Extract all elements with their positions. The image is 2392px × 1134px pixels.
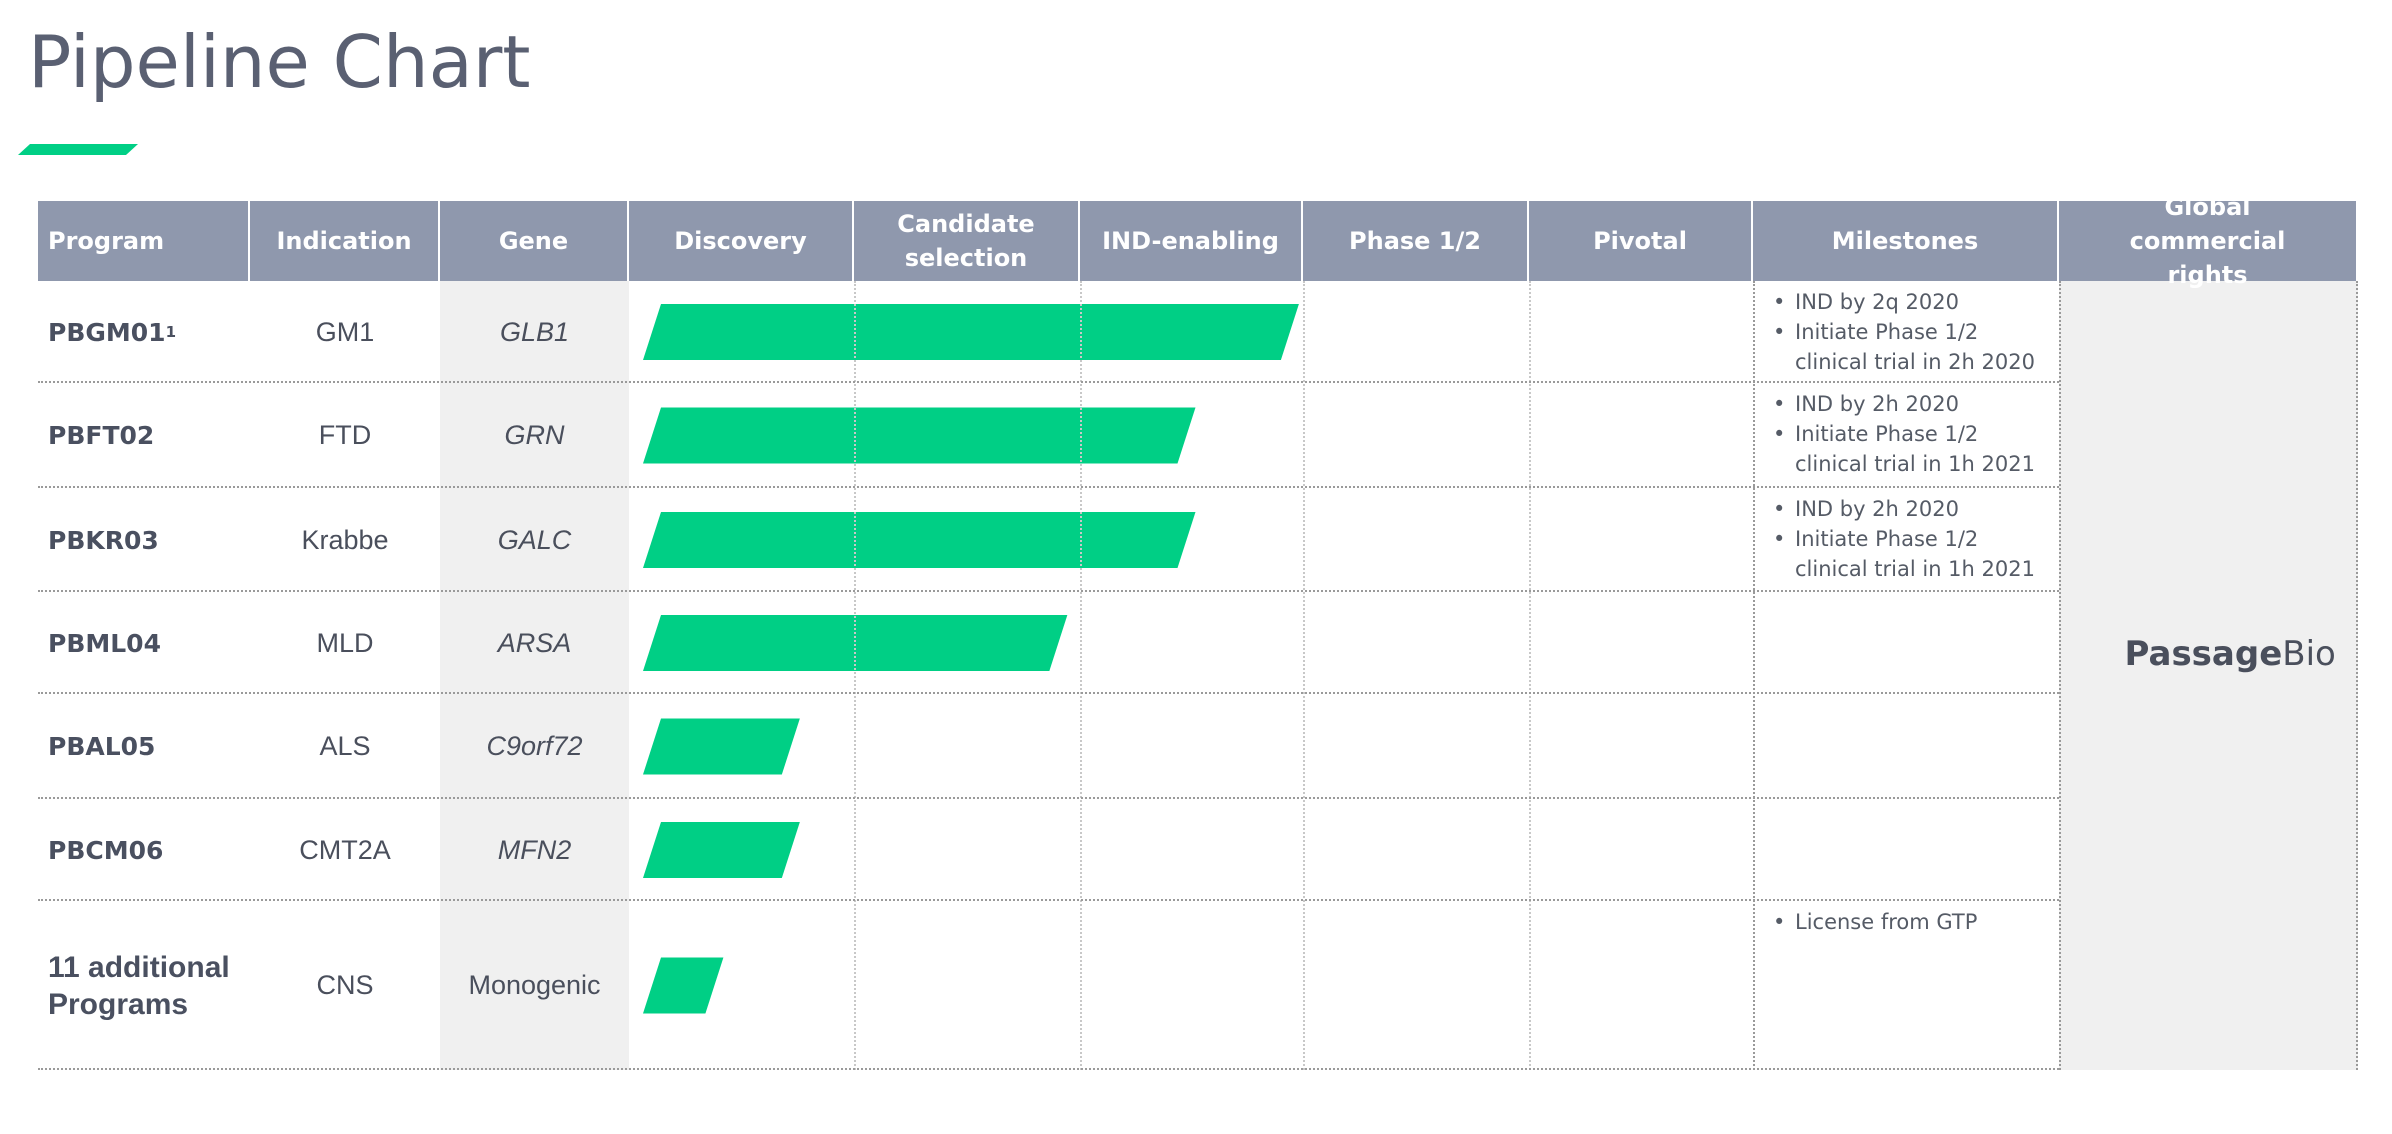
column-divider <box>1529 281 1531 1070</box>
gene: MFN2 <box>497 834 572 865</box>
indication: FTD <box>318 420 372 450</box>
row-divider <box>38 901 2059 1070</box>
milestones: IND by 2h 2020Initiate Phase 1/2 clinica… <box>1753 488 2059 592</box>
program-label: PBML04 <box>48 628 161 658</box>
column-header: Discovery <box>629 201 854 281</box>
program-name: PBCM06 <box>38 799 250 901</box>
indication: Krabbe <box>301 524 389 555</box>
milestone-item: IND by 2h 2020 <box>1763 494 2055 524</box>
progress-bar <box>643 512 1196 568</box>
milestones <box>1753 694 2059 799</box>
column-header: Phase 1/2 <box>1303 201 1529 281</box>
column-header: Program <box>38 201 250 281</box>
rights-column-bg <box>2059 281 2358 1070</box>
progress-bar <box>643 407 1196 464</box>
indication: ALS <box>319 731 371 761</box>
row-divider <box>38 592 2059 694</box>
column-header: Indication <box>250 201 440 281</box>
column-header: Milestones <box>1753 201 2059 281</box>
program-name: PBFT02 <box>38 383 250 488</box>
column-header: Gene <box>440 201 629 281</box>
program-label: PBCM06 <box>48 835 164 865</box>
row-divider <box>38 488 2059 592</box>
program-label: 11 additional Programs <box>48 950 230 1021</box>
gene: GLB1 <box>499 316 570 347</box>
program-label: PBAL05 <box>48 732 156 761</box>
milestones: License from GTP <box>1753 901 2059 1070</box>
row-divider <box>38 799 2059 901</box>
milestone-item: IND by 2h 2020 <box>1763 389 2055 419</box>
footnote: 1 <box>165 323 177 341</box>
program-name: PBGM01 1 <box>38 281 250 383</box>
column-header: IND-enabling <box>1080 201 1303 281</box>
column-header: Pivotal <box>1529 201 1753 281</box>
program-name: PBKR03 <box>38 488 250 592</box>
milestones <box>1753 799 2059 901</box>
milestones: IND by 2h 2020Initiate Phase 1/2 clinica… <box>1753 383 2059 488</box>
gene-column-bg <box>440 281 629 1070</box>
column-header: Candidate selection <box>854 201 1080 281</box>
row-divider <box>38 694 2059 799</box>
page-title: Pipeline Chart <box>28 20 531 104</box>
column-divider <box>1303 281 1305 1070</box>
title-underline <box>18 144 138 155</box>
program-label: PBFT02 <box>48 421 155 450</box>
column-divider <box>854 281 856 1070</box>
gene: Monogenic <box>468 970 601 1000</box>
program-name: PBML04 <box>38 592 250 694</box>
program-name: PBAL05 <box>38 694 250 799</box>
program-name: 11 additional Programs <box>38 901 250 1070</box>
row-divider <box>38 281 2059 383</box>
milestone-item: Initiate Phase 1/2 clinical trial in 1h … <box>1763 524 2055 584</box>
program-label: PBGM01 <box>48 317 166 347</box>
progress-bar <box>643 718 800 775</box>
column-divider <box>1080 281 1082 1070</box>
milestone-item: Initiate Phase 1/2 clinical trial in 2h … <box>1763 317 2055 377</box>
milestone-item: License from GTP <box>1763 907 2055 937</box>
column-divider <box>1753 281 1755 1070</box>
gene: C9orf72 <box>486 731 583 761</box>
gene: GRN <box>504 420 565 450</box>
milestone-item: IND by 2q 2020 <box>1763 287 2055 317</box>
milestones <box>1753 592 2059 694</box>
progress-bar <box>643 957 724 1014</box>
indication: GM1 <box>315 316 375 347</box>
indication: MLD <box>316 627 374 658</box>
indication: CNS <box>316 970 374 1000</box>
progress-bar <box>643 304 1299 360</box>
progress-bar <box>643 822 800 878</box>
milestone-item: Initiate Phase 1/2 clinical trial in 1h … <box>1763 419 2055 479</box>
column-header: Global commercial rights <box>2059 193 2358 289</box>
indication: CMT2A <box>299 834 391 865</box>
logo-bold: Passage <box>2124 634 2283 674</box>
logo-light: Bio <box>2282 634 2336 674</box>
logo-text: PassageBio <box>2125 634 2336 674</box>
program-label: PBKR03 <box>48 525 159 555</box>
gene: ARSA <box>497 627 572 658</box>
gene: GALC <box>497 524 572 555</box>
milestones: IND by 2q 2020Initiate Phase 1/2 clinica… <box>1753 281 2059 383</box>
row-divider <box>38 383 2059 488</box>
